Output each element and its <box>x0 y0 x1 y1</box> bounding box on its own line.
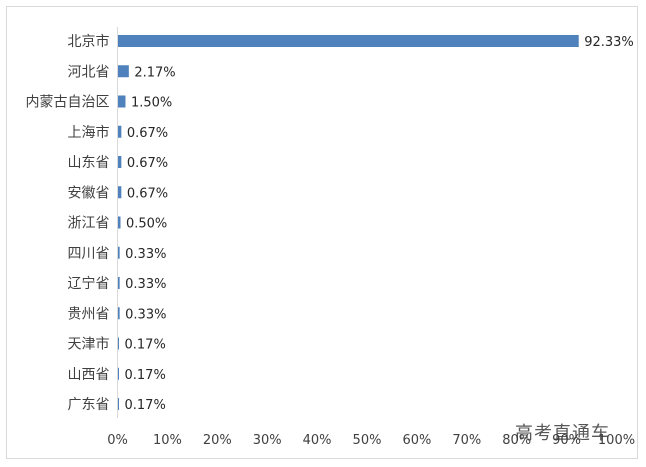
watermark-text: 高考直通车 <box>515 423 610 444</box>
bar <box>118 95 126 108</box>
category-label: 辽宁省 <box>68 275 110 292</box>
bar <box>118 367 119 380</box>
value-label: 0.67% <box>127 156 168 171</box>
x-tick-label: 80% <box>502 433 531 448</box>
category-label: 上海市 <box>68 124 110 141</box>
value-label: 0.67% <box>127 186 168 201</box>
category-label: 内蒙古自治区 <box>26 95 110 111</box>
chart-frame: 北京市河北省内蒙古自治区上海市山东省安徽省浙江省四川省辽宁省贵州省天津市山西省广… <box>6 6 638 459</box>
bar <box>118 246 120 259</box>
bar <box>118 35 579 47</box>
bars-group <box>118 35 579 410</box>
category-label: 山西省 <box>68 367 110 383</box>
value-label: 0.50% <box>126 217 167 232</box>
value-label: 2.17% <box>134 65 175 80</box>
bar <box>118 398 119 410</box>
x-tick-label: 50% <box>353 433 382 448</box>
x-tick-labels-group: 0% 10% 20% 30% 40% 50% 60% 70% 80% 90% 100% <box>107 433 635 448</box>
category-label: 浙江省 <box>68 216 110 232</box>
bar <box>118 186 122 199</box>
x-tick-label: 100% <box>598 433 635 448</box>
category-labels-group: 北京市河北省内蒙古自治区上海市山东省安徽省浙江省四川省辽宁省贵州省天津市山西省广… <box>26 33 110 413</box>
x-tick-label: 30% <box>253 433 282 448</box>
bar <box>118 125 122 138</box>
value-label: 0.17% <box>125 338 166 353</box>
value-label: 0.67% <box>127 126 168 141</box>
value-label: 0.33% <box>125 247 166 262</box>
value-label: 0.33% <box>125 307 166 322</box>
x-tick-label: 40% <box>303 433 332 448</box>
category-label: 山东省 <box>68 155 110 171</box>
category-label: 四川省 <box>68 246 110 262</box>
category-label: 贵州省 <box>68 306 110 322</box>
category-label: 广东省 <box>68 397 110 413</box>
bar <box>118 337 119 350</box>
category-label: 天津市 <box>68 336 110 353</box>
x-tick-label: 10% <box>153 433 182 448</box>
bar <box>118 277 120 289</box>
x-tick-label: 20% <box>203 433 232 448</box>
x-tick-label: 0% <box>107 433 128 448</box>
bar-chart: 北京市河北省内蒙古自治区上海市山东省安徽省浙江省四川省辽宁省贵州省天津市山西省广… <box>26 27 635 448</box>
value-label: 0.33% <box>125 277 166 292</box>
x-tick-label: 70% <box>452 433 481 448</box>
category-label: 河北省 <box>68 64 110 80</box>
value-label: 92.33% <box>584 35 634 50</box>
value-labels-group: 92.33% 2.17% 1.50% 0.67% 0.67% 0.67% 0.50% 0.33… <box>125 35 634 413</box>
value-label: 0.17% <box>125 368 166 383</box>
bar <box>118 65 129 78</box>
category-label: 北京市 <box>68 33 110 50</box>
value-label: 1.50% <box>131 96 172 111</box>
bar <box>118 307 120 320</box>
category-label: 安徽省 <box>68 185 110 201</box>
bar <box>118 156 122 168</box>
value-label: 0.17% <box>125 398 166 413</box>
bar <box>118 216 121 229</box>
x-tick-label: 90% <box>552 433 581 448</box>
x-tick-label: 60% <box>402 433 431 448</box>
